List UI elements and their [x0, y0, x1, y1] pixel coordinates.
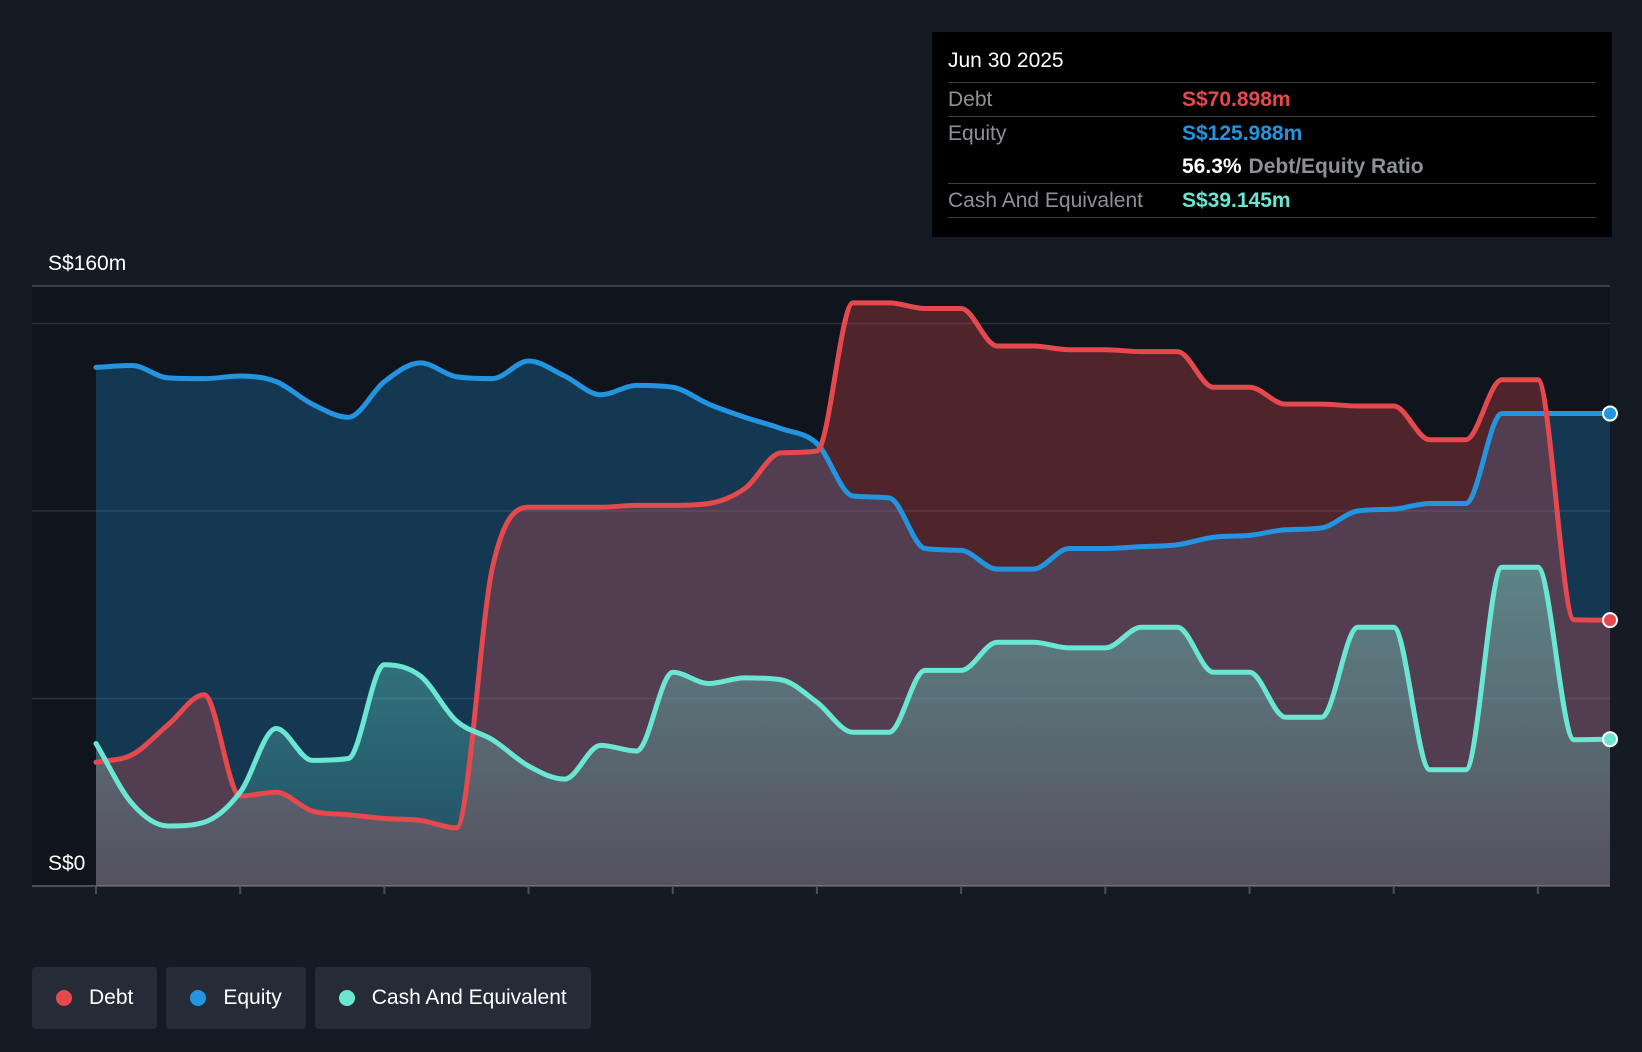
cash-line [93, 564, 1613, 829]
cash-dot-icon [338, 990, 355, 1006]
equity-line [93, 358, 1613, 572]
tooltip-equity-label: Equity [948, 121, 1007, 145]
x-axis-ticks: 2015201620172018201920202021202220232024… [95, 886, 1539, 894]
tooltip-equity-value: S$125.988m [1182, 121, 1303, 145]
y-axis-label-top: S$160m [48, 252, 126, 275]
cash-area [96, 567, 1610, 886]
legend-label-debt: Debt [89, 986, 134, 1009]
series-end-markers [1602, 405, 1618, 748]
tooltip-ratio-label: Debt/Equity Ratio [1248, 154, 1424, 178]
tooltip-cash-label: Cash And Equivalent [948, 188, 1143, 212]
equity-dot-icon [190, 990, 207, 1006]
debt-end-marker[interactable] [1602, 612, 1618, 629]
series-lines [93, 300, 1613, 831]
chart-legend: Debt Equity Cash And Equivalent [32, 967, 600, 1029]
debt-equity-chart: S$160m S$0 20152016201720182019202020212… [32, 252, 1618, 894]
tooltip-debt-value: S$70.898m [1182, 87, 1291, 111]
tooltip-ratio-row: 56.3% Debt/Equity Ratio [948, 150, 1596, 183]
legend-item-equity[interactable]: Equity [166, 967, 306, 1029]
tooltip-debt-label: Debt [948, 87, 993, 111]
tooltip-cash-value: S$39.145m [1182, 188, 1291, 212]
debt-line [93, 300, 1613, 831]
tooltip-cash-row: Cash And Equivalent S$39.145m [948, 183, 1596, 218]
cash-end-marker[interactable] [1602, 731, 1618, 748]
debt-dot-icon [56, 990, 72, 1006]
equity-end-marker[interactable] [1602, 405, 1618, 422]
tooltip-debt-row: Debt S$70.898m [948, 82, 1596, 116]
tooltip-equity-row: Equity S$125.988m [948, 116, 1596, 150]
legend-label-cash: Cash And Equivalent [371, 986, 567, 1009]
legend-item-cash[interactable]: Cash And Equivalent [314, 967, 591, 1029]
legend-item-debt[interactable]: Debt [32, 967, 158, 1029]
legend-label-equity: Equity [223, 986, 282, 1009]
tooltip-date: Jun 30 2025 [948, 49, 1064, 72]
data-tooltip: Jun 30 2025 Debt S$70.898m Equity S$125.… [932, 32, 1612, 237]
y-axis-label-bottom: S$0 [48, 852, 85, 875]
tooltip-ratio-value: 56.3% [1182, 154, 1242, 178]
